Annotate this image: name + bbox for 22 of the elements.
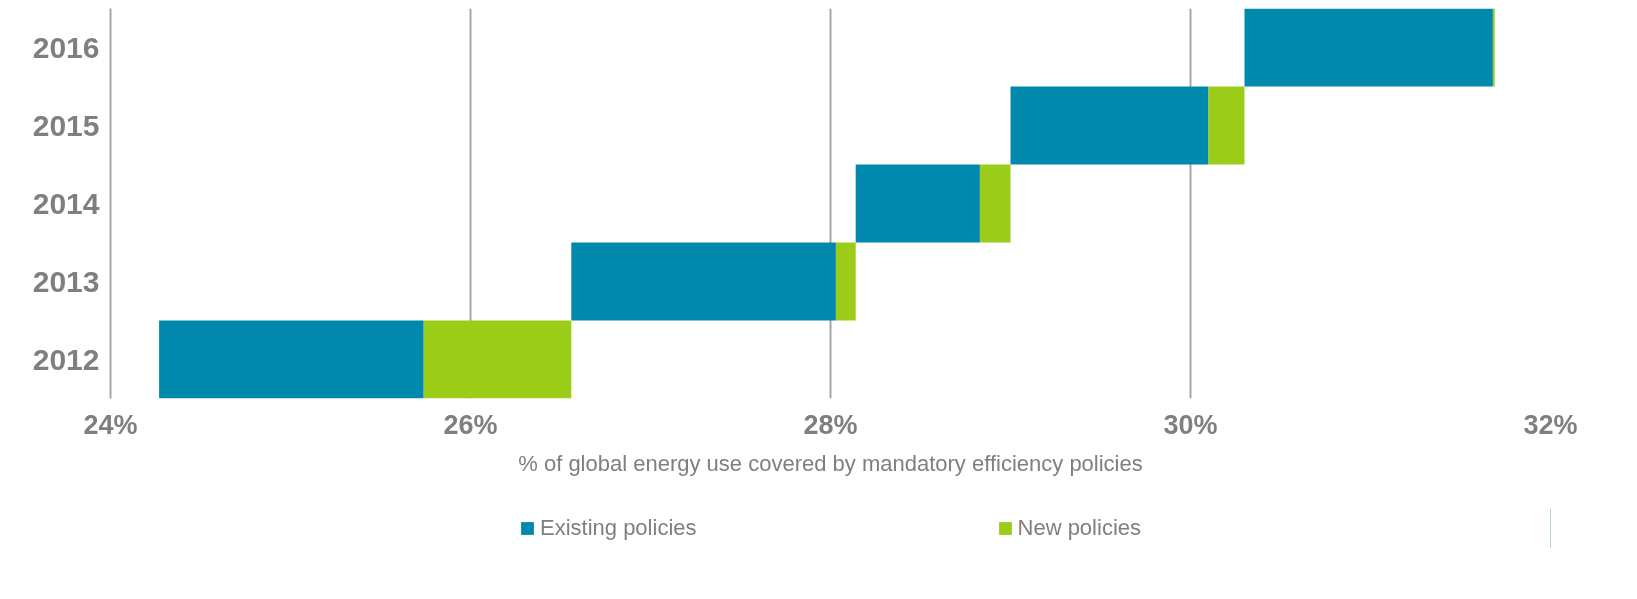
bar [571,242,836,321]
bar [423,320,572,399]
bar [835,242,856,321]
y-tick-label: 2013 [32,264,100,298]
y-tick-label: 2014 [32,186,100,220]
x-tick-label: 32% [1523,409,1578,440]
bar [1010,86,1209,165]
x-tick-label: 28% [803,409,858,440]
x-axis-title: % of global energy use covered by mandatory efficiency policies [518,450,1143,476]
bar [159,320,424,399]
bar [1208,86,1245,165]
x-tick-label: 30% [1163,409,1218,440]
y-tick-label: 2012 [32,342,100,376]
bar [1244,8,1493,87]
y-tick-label: 2016 [32,30,100,64]
bar [855,164,980,243]
legend-label: Existing policies [539,515,697,541]
y-tick-label: 2015 [32,108,100,142]
x-tick-label: 24% [83,409,138,440]
legend-label: New policies [1017,515,1142,541]
x-tick-label: 26% [443,409,498,440]
bar [979,164,1011,243]
